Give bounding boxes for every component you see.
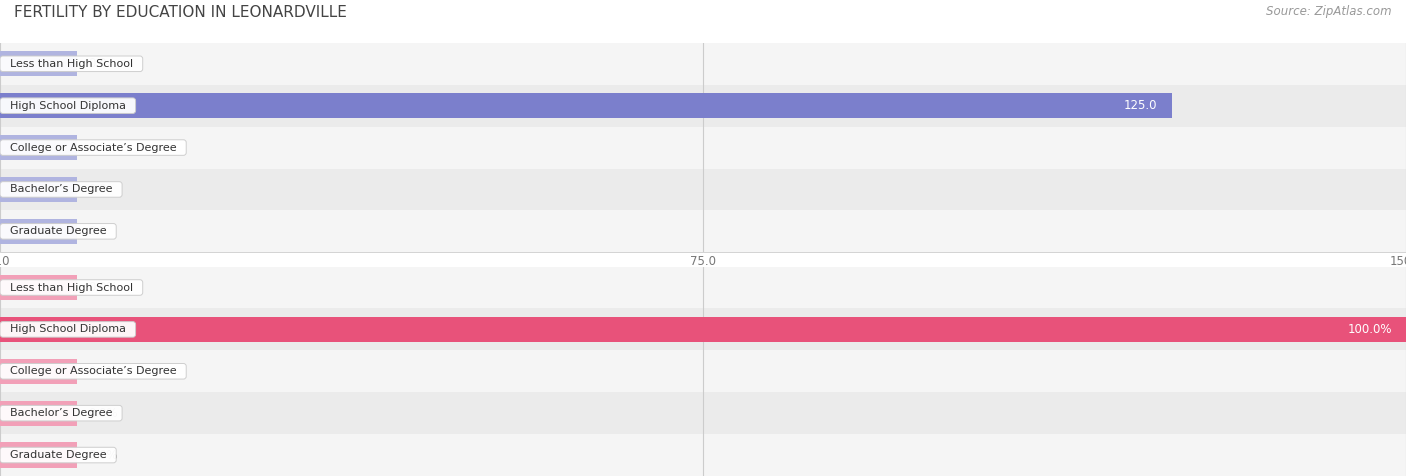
Text: 100.0%: 100.0% <box>1347 323 1392 336</box>
Bar <box>0 43 1406 85</box>
Text: 0.0: 0.0 <box>89 141 107 154</box>
Bar <box>0 51 77 76</box>
Text: High School Diploma: High School Diploma <box>3 324 132 335</box>
Text: FERTILITY BY EDUCATION IN LEONARDVILLE: FERTILITY BY EDUCATION IN LEONARDVILLE <box>14 5 347 20</box>
Bar <box>0 434 1406 476</box>
Bar <box>0 267 1406 308</box>
Text: Less than High School: Less than High School <box>3 282 141 293</box>
Text: Bachelor’s Degree: Bachelor’s Degree <box>3 184 120 195</box>
Bar <box>0 443 77 467</box>
Bar <box>0 317 1406 342</box>
Text: Source: ZipAtlas.com: Source: ZipAtlas.com <box>1267 5 1392 18</box>
Text: 0.0: 0.0 <box>89 57 107 70</box>
Bar <box>0 177 77 202</box>
Bar <box>0 308 1406 350</box>
Bar <box>0 93 1171 118</box>
Bar <box>0 350 1406 392</box>
Text: Graduate Degree: Graduate Degree <box>3 450 114 460</box>
Text: High School Diploma: High School Diploma <box>3 100 132 111</box>
Text: 0.0%: 0.0% <box>89 281 118 294</box>
Bar <box>0 275 77 300</box>
Bar <box>0 219 77 244</box>
Text: 125.0: 125.0 <box>1125 99 1157 112</box>
Bar <box>0 392 1406 434</box>
Bar <box>0 359 77 384</box>
Bar <box>0 135 77 160</box>
Bar <box>0 169 1406 210</box>
Text: 0.0%: 0.0% <box>89 448 118 462</box>
Text: College or Associate’s Degree: College or Associate’s Degree <box>3 142 183 153</box>
Bar <box>0 127 1406 169</box>
Bar <box>0 85 1406 127</box>
Text: 0.0: 0.0 <box>89 225 107 238</box>
Text: College or Associate’s Degree: College or Associate’s Degree <box>3 366 183 377</box>
Text: 0.0%: 0.0% <box>89 407 118 420</box>
Text: Bachelor’s Degree: Bachelor’s Degree <box>3 408 120 418</box>
Bar <box>0 210 1406 252</box>
Text: 0.0%: 0.0% <box>89 365 118 378</box>
Text: Less than High School: Less than High School <box>3 59 141 69</box>
Bar <box>0 401 77 426</box>
Text: 0.0: 0.0 <box>89 183 107 196</box>
Text: Graduate Degree: Graduate Degree <box>3 226 114 237</box>
